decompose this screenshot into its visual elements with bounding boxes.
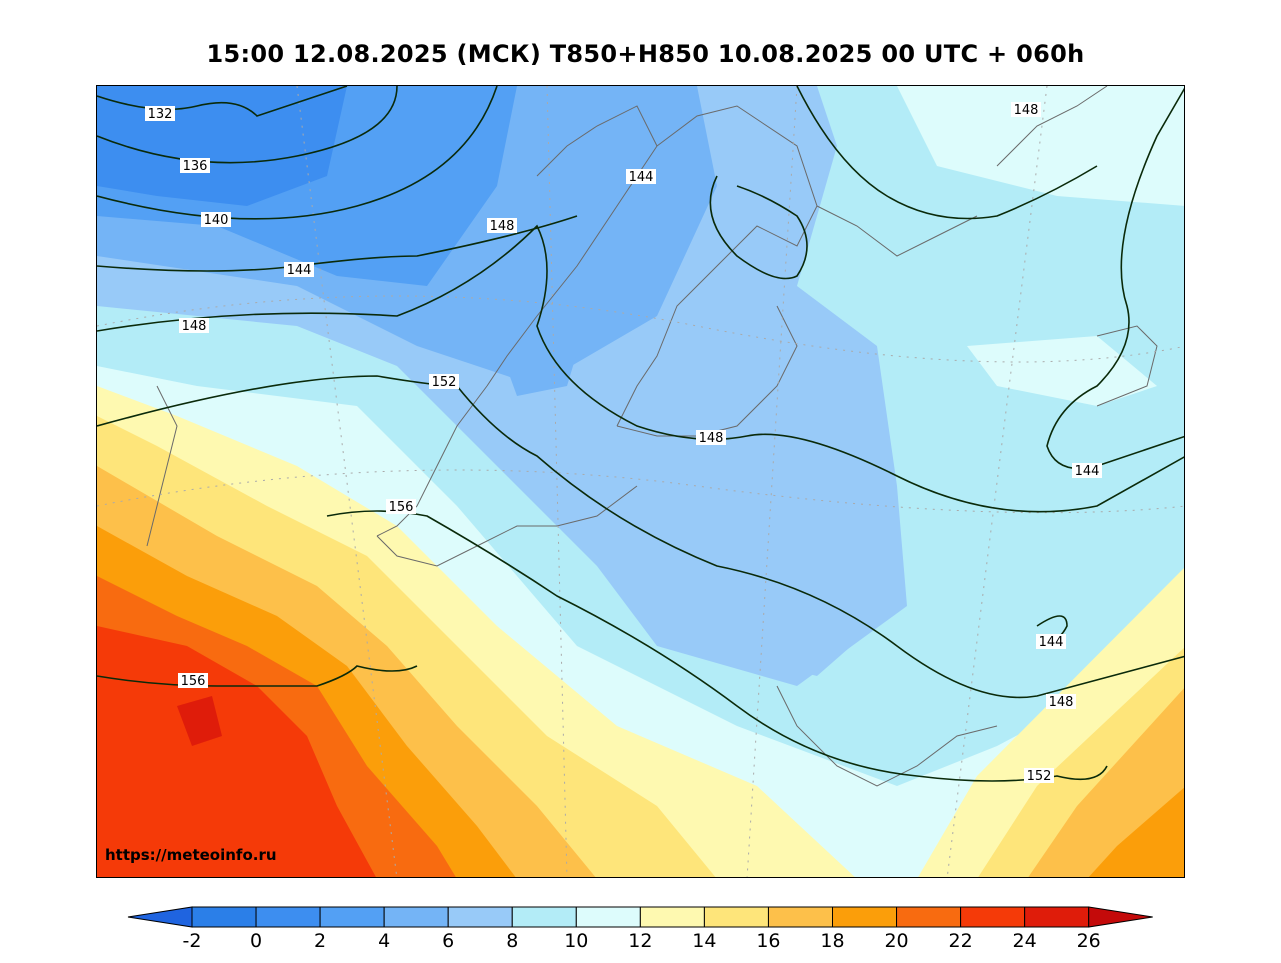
colorbar-segment	[191, 906, 257, 928]
isohypse-label-152b: 152	[1027, 769, 1052, 784]
source-url-watermark: https://meteoinfo.ru	[105, 846, 277, 864]
colorbar-tick-label: 10	[564, 930, 589, 952]
colorbar-segment	[447, 906, 513, 928]
colorbar-tick-label: 26	[1076, 930, 1101, 952]
isohypse-label-148b: 148	[490, 219, 515, 234]
isohypse-label-148: 148	[182, 319, 207, 334]
isohypse-label-140: 140	[204, 213, 229, 228]
temp-zone-e-light	[967, 336, 1157, 406]
grid-lines	[97, 86, 1184, 877]
temp-zone-ne-light	[897, 86, 1184, 206]
colorbar-tick-label: 2	[314, 930, 327, 952]
temperature-colorbar	[127, 906, 1153, 928]
temp-zone-24-26	[97, 626, 376, 877]
isohypse-label-152: 152	[432, 375, 457, 390]
colorbar-tick-label: 18	[820, 930, 845, 952]
colorbar-under-arrow	[127, 906, 193, 928]
colorbar-tick-label: 16	[756, 930, 781, 952]
coastlines	[146, 86, 1158, 787]
colorbar-segment	[832, 906, 898, 928]
isohypse-label-148e: 148	[1049, 695, 1074, 710]
colorbar-segment	[896, 906, 962, 928]
map-title: 15:00 12.08.2025 (МСК) T850+H850 10.08.2…	[206, 40, 1085, 68]
temp-zone-hot-core	[177, 696, 222, 746]
colorbar-segment	[703, 906, 769, 928]
isohypse-label-156b: 156	[181, 674, 206, 689]
map-frame: 132 136 140 144 148 148 144 148 152 148 …	[96, 85, 1185, 878]
isohypse-label-148d: 148	[699, 431, 724, 446]
temperature-map: 132 136 140 144 148 148 144 148 152 148 …	[97, 86, 1184, 877]
colorbar-segment	[255, 906, 321, 928]
colorbar-tick-label: 4	[378, 930, 391, 952]
isohypse-label-144c: 144	[1075, 464, 1100, 479]
isohypses	[97, 86, 1184, 782]
colorbar-tick-label: 20	[884, 930, 909, 952]
colorbar-segment	[767, 906, 834, 928]
colorbar-segment	[511, 906, 577, 928]
temp-zone-se-20	[1088, 787, 1184, 877]
colorbar-tick-label: -2	[182, 930, 202, 952]
colorbar-over-arrow	[1088, 906, 1153, 928]
colorbar-tick-label: 6	[442, 930, 455, 952]
isohypse-label-148c: 148	[1014, 103, 1039, 118]
colorbar-tick-label: 24	[1012, 930, 1037, 952]
temp-zone-east-blue	[617, 446, 897, 676]
colorbar-tick-label: 14	[692, 930, 717, 952]
colorbar-segment	[960, 906, 1026, 928]
colorbar-segment	[1024, 906, 1090, 928]
colorbar-segment	[383, 906, 449, 928]
isohypse-label-144d: 144	[1039, 635, 1064, 650]
isohypse-label-144b: 144	[629, 170, 654, 185]
isohypse-label-156: 156	[389, 500, 414, 515]
temp-zone-scand	[477, 226, 597, 396]
colorbar-tick-label: 12	[628, 930, 653, 952]
colorbar-segment	[319, 906, 385, 928]
colorbar-segment	[575, 906, 641, 928]
isohypse-label-136: 136	[183, 159, 208, 174]
isohypse-label-144: 144	[287, 263, 312, 278]
colorbar-segment	[639, 906, 705, 928]
isohypse-label-132: 132	[148, 107, 173, 122]
colorbar-tick-label: 8	[506, 930, 519, 952]
colorbar-tick-label: 0	[250, 930, 263, 952]
isohypse-labels: 132 136 140 144 148 148 144 148 152 148 …	[145, 102, 1102, 784]
colorbar-tick-label: 22	[948, 930, 973, 952]
